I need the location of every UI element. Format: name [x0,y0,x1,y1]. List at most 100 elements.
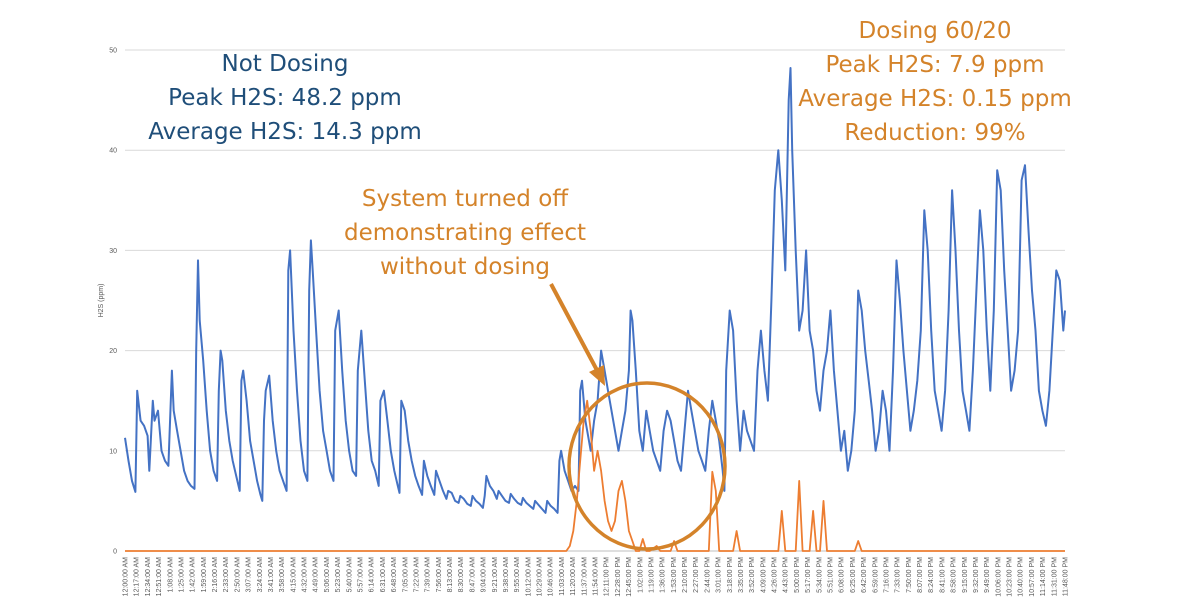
x-tick-label: 7:16:00 PM [883,557,890,593]
x-tick-label: 4:15:00 AM [290,557,297,593]
x-tick-label: 2:44:00 PM [704,557,711,593]
x-tick-label: 8:58:00 PM [951,557,958,593]
x-tick-label: 1:08:00 AM [167,557,174,593]
x-tick-label: 10:46:00 AM [548,557,555,596]
x-tick-label: 6:08:00 PM [839,557,846,593]
x-tick-label: 6:42:00 PM [861,557,868,593]
x-tick-label: 3:01:00 PM [716,557,723,593]
x-tick-label: 2:33:00 AM [223,557,230,593]
x-tick-label: 3:35:00 PM [738,557,745,593]
x-tick-label: 12:11:00 PM [604,557,611,596]
dosing-peak: Peak H2S: 7.9 ppm [825,52,1045,78]
not-dosing-annotation: Not Dosing Peak H2S: 48.2 ppm Average H2… [120,47,450,149]
x-tick-label: 4:26:00 PM [772,557,779,593]
x-tick-label: 3:07:00 AM [246,557,253,593]
x-tick-label: 3:41:00 AM [268,557,275,593]
x-tick-label: 12:51:00 AM [156,557,163,596]
y-tick-label: 20 [109,348,117,355]
x-tick-label: 10:57:00 PM [1029,557,1036,597]
dosing-reduction: Reduction: 99% [844,120,1026,146]
y-tick-label: 30 [109,248,117,255]
y-tick-label: 50 [109,48,117,55]
x-tick-label: 9:04:00 AM [481,557,488,593]
x-tick-label: 11:48:00 PM [1063,557,1070,596]
x-tick-label: 8:13:00 AM [447,557,454,593]
x-tick-label: 7:56:00 AM [436,557,443,593]
not-dosing-title: Not Dosing [221,51,349,77]
x-tick-label: 6:31:00 AM [380,557,387,593]
callout-circle [567,381,727,551]
x-tick-label: 11:20:00 AM [570,557,577,596]
x-tick-label: 5:00:00 PM [794,557,801,593]
system-off-line2: demonstrating effect [343,220,587,246]
system-off-line1: System turned off [361,186,569,212]
callout-arrow-line [549,283,601,375]
x-tick-label: 6:25:00 PM [850,557,857,593]
x-tick-label: 8:41:00 PM [939,557,946,593]
x-tick-label: 7:22:00 AM [413,557,420,593]
series-line [125,399,1065,552]
x-tick-label: 4:49:00 AM [313,557,320,593]
x-tick-label: 6:14:00 AM [369,557,376,593]
x-tick-label: 7:39:00 AM [425,557,432,593]
x-tick-label: 12:45:00 PM [626,557,633,597]
x-tick-label: 9:15:00 PM [962,557,969,593]
x-tick-label: 8:47:00 AM [469,557,476,593]
x-tick-label: 7:33:00 PM [895,557,902,593]
not-dosing-average: Average H2S: 14.3 ppm [148,119,422,145]
x-tick-label: 1:19:00 PM [648,557,655,593]
x-tick-label: 12:00:00 AM [123,557,130,596]
y-tick-label: 0 [113,549,117,556]
x-tick-label: 5:23:00 AM [335,557,342,593]
x-tick-label: 6:48:00 AM [391,557,398,593]
x-tick-label: 9:38:00 AM [503,557,510,593]
x-tick-label: 3:58:00 AM [279,557,286,593]
dosing-title: Dosing 60/20 [858,18,1012,44]
x-tick-label: 5:51:00 PM [828,557,835,593]
dosing-annotation: Dosing 60/20 Peak H2S: 7.9 ppm Average H… [790,14,1080,150]
x-tick-label: 4:32:00 AM [302,557,309,593]
x-tick-label: 1:36:00 PM [660,557,667,593]
x-tick-label: 6:59:00 PM [872,557,879,593]
x-tick-label: 1:42:00 AM [190,557,197,593]
y-axis-label: H2S (ppm) [98,284,105,318]
x-tick-label: 1:53:00 PM [671,557,678,593]
x-tick-label: 2:16:00 AM [212,557,219,593]
x-tick-label: 7:05:00 AM [402,557,409,593]
x-tick-label: 1:59:00 AM [201,557,208,593]
x-tick-label: 8:24:00 PM [928,557,935,593]
dosing-average: Average H2S: 0.15 ppm [798,86,1072,112]
x-tick-label: 2:10:00 PM [682,557,689,593]
x-tick-label: 12:34:00 AM [145,557,152,596]
x-tick-label: 9:49:00 PM [984,557,991,593]
callout-graphics [549,283,727,551]
x-tick-label: 12:28:00 PM [615,557,622,597]
x-tick-label: 5:57:00 AM [358,557,365,593]
system-off-line3: without dosing [380,254,550,280]
x-tick-label: 10:40:00 PM [1018,557,1025,597]
x-tick-label: 7:50:00 PM [906,557,913,593]
x-tick-label: 3:52:00 PM [749,557,756,593]
x-tick-label: 9:32:00 PM [973,557,980,593]
x-tick-label: 1:02:00 PM [637,557,644,593]
x-tick-label: 9:55:00 AM [514,557,521,593]
y-tick-label: 40 [109,148,117,155]
x-tick-label: 4:09:00 PM [760,557,767,593]
y-axis-ticks: 0 10 20 30 40 50 [109,48,117,556]
x-tick-label: 11:37:00 AM [581,557,588,596]
x-tick-label: 2:50:00 AM [234,557,241,593]
x-tick-label: 8:30:00 AM [458,557,465,593]
x-tick-label: 10:06:00 PM [995,557,1002,597]
x-tick-label: 12:17:00 AM [134,557,141,596]
x-tick-label: 3:24:00 AM [257,557,264,593]
x-tick-label: 11:03:00 AM [559,557,566,596]
x-tick-label: 5:06:00 AM [324,557,331,593]
callout-arrow-head [589,365,605,386]
y-tick-label: 10 [109,448,117,455]
x-tick-label: 10:29:00 AM [537,557,544,596]
x-tick-label: 11:14:00 PM [1040,557,1047,596]
x-tick-label: 8:07:00 PM [917,557,924,593]
x-axis-ticks: 12:00:00 AM 12:17:00 AM 12:34:00 AM 12:51:0… [123,557,1070,597]
x-tick-label: 11:31:00 PM [1051,557,1058,596]
